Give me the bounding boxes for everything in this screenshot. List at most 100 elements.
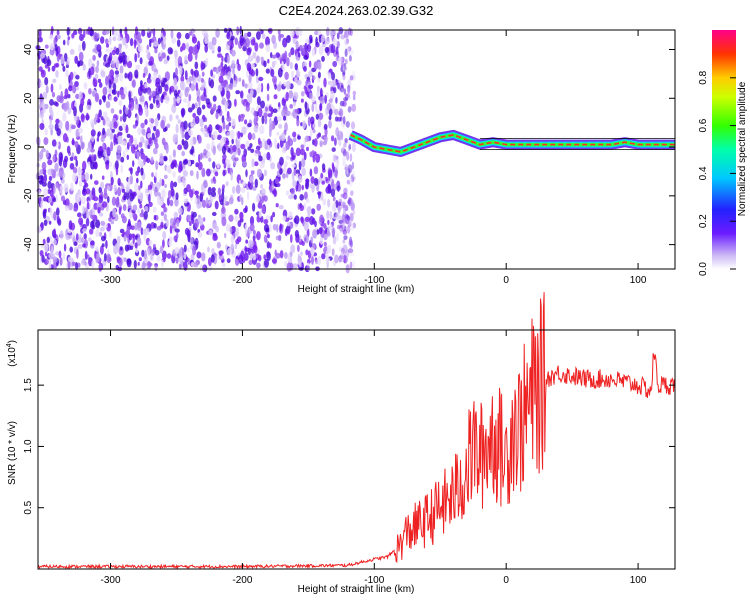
heatmap-cell [132,204,138,211]
heatmap-cell [328,72,332,80]
heatmap-cell [112,207,117,218]
heatmap-cell [161,52,166,59]
heatmap-cell [323,222,327,229]
heatmap-cell [147,89,152,95]
heatmap-cell [232,80,237,88]
heatmap-cell [47,180,52,190]
heatmap-cell [293,137,297,143]
snr-series [37,292,676,570]
heatmap-cell [151,132,155,141]
heatmap-cell [247,181,251,188]
heatmap-cell [326,231,331,237]
heatmap-cell [347,84,351,94]
heatmap-cell [169,154,173,164]
heatmap-cell [323,134,328,144]
heatmap-cell [265,68,270,74]
spectrogram-y-ticks: -40 -20 0 20 40 [23,44,675,252]
heatmap-cell [217,53,223,58]
heatmap-cell [346,92,350,99]
x-tick-label: -200 [232,275,252,286]
heatmap-cell [155,129,160,138]
heatmap-cell [184,70,188,81]
heatmap-cell [304,237,307,242]
heatmap-cell [164,184,167,188]
heatmap-cell [188,129,194,136]
figure-title: C2E4.2024.263.02.39.G32 [279,3,434,18]
heatmap-cell [251,132,256,141]
heatmap-cell [147,248,150,257]
heatmap-cell [284,161,288,167]
heatmap-cell [246,69,249,79]
heatmap-cell [113,184,118,193]
heatmap-cell [88,88,92,95]
heatmap-cell [348,239,353,247]
heatmap-cell [158,56,163,62]
heatmap-cell [232,144,237,153]
x-tick-label: 0 [503,575,509,586]
heatmap-cell [161,81,166,88]
heatmap-cell [253,244,258,254]
heatmap-cell [114,76,119,84]
heatmap-cell [215,28,220,38]
heatmap-cell [341,201,346,209]
heatmap-cell [296,70,301,78]
heatmap-cell [73,241,78,246]
heatmap-cell [169,199,174,207]
heatmap-cell [97,132,100,139]
heatmap-cell [154,264,158,272]
heatmap-cell [221,184,226,189]
heatmap-cell [183,120,188,130]
heatmap-cell [38,54,41,60]
heatmap-cell [67,94,71,99]
heatmap-cell [321,253,326,260]
heatmap-cell [349,213,354,221]
heatmap-cell [93,196,99,202]
heatmap-cell [53,211,57,221]
heatmap-cell [277,115,282,122]
heatmap-cell [133,259,137,269]
heatmap-cell [69,246,73,253]
heatmap-cell [214,200,219,210]
heatmap-cell [300,251,303,256]
heatmap-cell [329,81,333,88]
heatmap-cell [160,211,164,216]
heatmap-cell [290,29,295,38]
heatmap-cell [280,132,286,142]
heatmap-cell [212,223,218,230]
heatmap-cell [287,135,291,143]
heatmap-cell [230,35,235,41]
heatmap-cell [229,129,235,140]
heatmap-cell [252,51,257,59]
heatmap-cell [352,259,356,269]
heatmap-cell [255,75,260,84]
x-tick-label: -100 [364,275,384,286]
heatmap-cell [244,119,248,125]
heatmap-cell [100,220,106,226]
heatmap-cell [306,206,312,215]
heatmap-cell [296,79,302,86]
heatmap-cell [249,55,253,61]
heatmap-cell [130,225,135,230]
heatmap-cell [93,31,98,42]
heatmap-cell [208,131,212,138]
spectrogram-frame [37,29,676,270]
heatmap-cell [49,189,54,197]
heatmap-cell [281,145,287,154]
heatmap-cell [77,193,81,202]
heatmap-cell [191,103,195,110]
heatmap-cell [122,55,126,65]
heatmap-cell [136,221,142,231]
heatmap-cell [264,116,268,125]
heatmap-cell [285,190,290,196]
heatmap-cell [40,81,43,87]
heatmap-cell [94,161,98,170]
heatmap-cell [168,239,172,247]
heatmap-cell [296,118,300,127]
heatmap-cell [294,215,300,225]
heatmap-cell [350,121,356,130]
heatmap-cell [73,106,77,117]
heatmap-cell [321,163,326,171]
heatmap-cell [319,103,322,112]
heatmap-cell [51,91,56,98]
